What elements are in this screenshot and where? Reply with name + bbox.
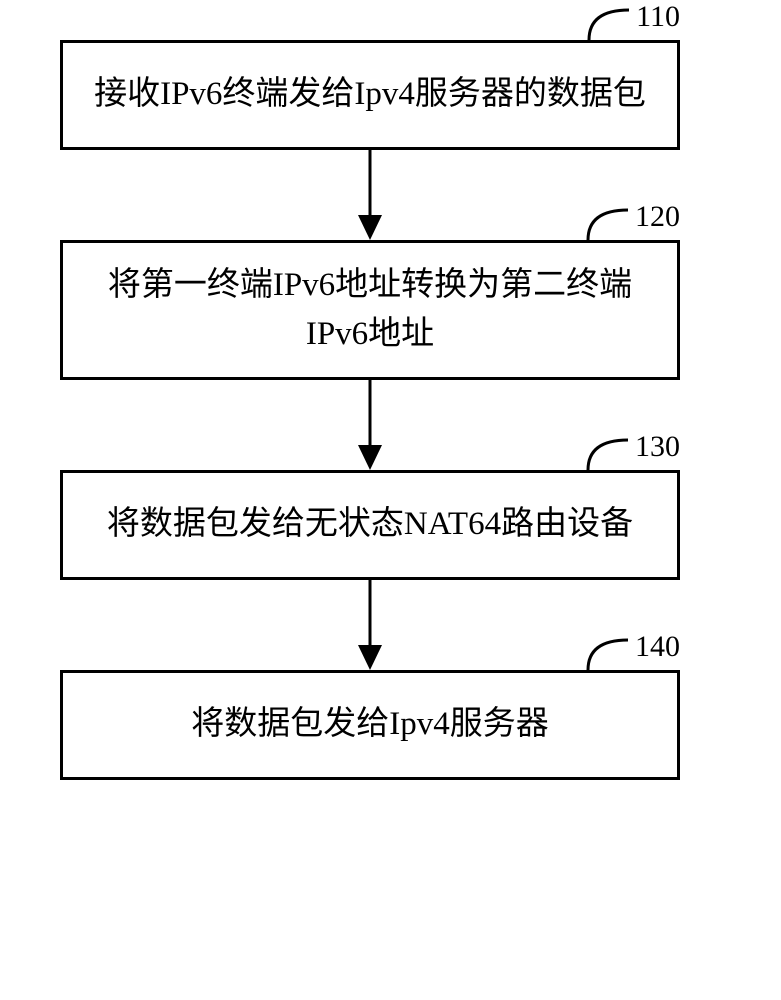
step-label-3: 130 — [583, 432, 680, 470]
step-text-4: 将数据包发给Ipv4服务器 — [191, 700, 549, 750]
step-text-3: 将数据包发给无状态NAT64路由设备 — [107, 500, 633, 550]
step-box-2: 将第一终端IPv6地址转换为第二终端 IPv6地址 — [60, 240, 680, 380]
flowchart-container: 110 接收IPv6终端发给Ipv4服务器的数据包 120 将第一终端IPv6地… — [60, 40, 720, 780]
step-container-1: 110 接收IPv6终端发给Ipv4服务器的数据包 — [60, 40, 720, 150]
step-container-3: 130 将数据包发给无状态NAT64路由设备 — [60, 470, 720, 580]
step-number-4: 140 — [635, 630, 680, 664]
step-number-1: 110 — [636, 0, 680, 34]
step-text-1: 接收IPv6终端发给Ipv4服务器的数据包 — [94, 70, 646, 120]
label-curve-icon — [584, 2, 634, 40]
arrow-down-icon — [350, 150, 390, 240]
step-number-3: 130 — [635, 430, 680, 464]
step-number-2: 120 — [635, 200, 680, 234]
step-box-3: 将数据包发给无状态NAT64路由设备 — [60, 470, 680, 580]
step-box-1: 接收IPv6终端发给Ipv4服务器的数据包 — [60, 40, 680, 150]
label-curve-icon — [583, 632, 633, 670]
arrow-down-icon — [350, 380, 390, 470]
step-label-4: 140 — [583, 632, 680, 670]
step-text-2: 将第一终端IPv6地址转换为第二终端 IPv6地址 — [108, 261, 632, 360]
step-label-1: 110 — [584, 2, 680, 40]
step-container-2: 120 将第一终端IPv6地址转换为第二终端 IPv6地址 — [60, 240, 720, 380]
step-box-4: 将数据包发给Ipv4服务器 — [60, 670, 680, 780]
label-curve-icon — [583, 202, 633, 240]
step-container-4: 140 将数据包发给Ipv4服务器 — [60, 670, 720, 780]
step-label-2: 120 — [583, 202, 680, 240]
label-curve-icon — [583, 432, 633, 470]
arrow-down-icon — [350, 580, 390, 670]
